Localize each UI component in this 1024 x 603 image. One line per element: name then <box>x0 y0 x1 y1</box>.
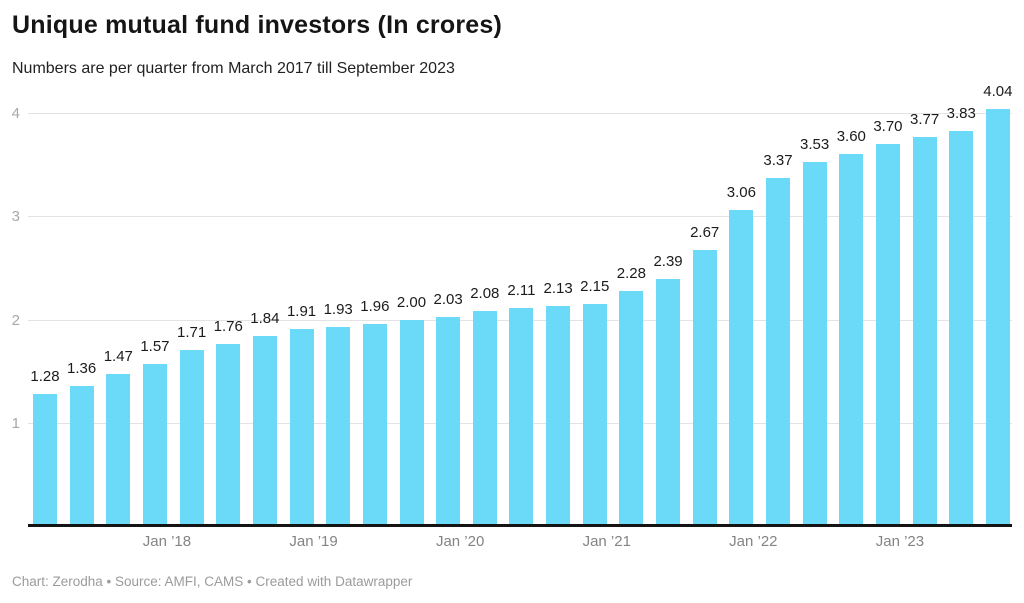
bar-value-label: 3.06 <box>726 184 756 202</box>
bar-value-label: 3.53 <box>800 135 830 153</box>
bar[interactable] <box>69 385 94 526</box>
bar[interactable] <box>179 349 204 526</box>
bar[interactable] <box>509 308 534 526</box>
bar[interactable] <box>839 154 864 526</box>
x-axis-tick-label: Jan ’20 <box>435 533 485 550</box>
bar-value-label: 2.15 <box>580 278 610 296</box>
bar[interactable] <box>729 210 754 526</box>
bar[interactable] <box>985 109 1010 526</box>
bar[interactable] <box>252 336 277 526</box>
bar[interactable] <box>802 161 827 526</box>
bar[interactable] <box>472 311 497 526</box>
bar[interactable] <box>912 136 937 526</box>
bar-value-label: 3.77 <box>909 110 940 128</box>
bar[interactable] <box>289 328 314 526</box>
y-gridline <box>28 216 1012 218</box>
bar-value-label: 1.93 <box>323 300 353 318</box>
bar[interactable] <box>399 319 424 526</box>
x-axis-tick-label: Jan ’19 <box>289 533 338 550</box>
bar[interactable] <box>582 304 607 526</box>
bar-value-label: 1.84 <box>250 310 280 328</box>
bar-value-label: 2.28 <box>616 264 646 282</box>
x-axis-tick-label: Jan ’18 <box>142 533 192 550</box>
bar-value-label: 2.67 <box>690 224 720 242</box>
x-axis-tick-label: Jan ’22 <box>729 533 778 550</box>
y-axis-tick-label: 1 <box>11 414 20 432</box>
bar-value-label: 1.96 <box>360 297 390 315</box>
bar[interactable] <box>656 279 681 526</box>
x-axis-tick-label: Jan ’21 <box>582 533 631 550</box>
bar-value-label: 2.13 <box>543 280 573 298</box>
bar[interactable] <box>436 316 461 526</box>
bar-value-label: 2.00 <box>396 293 427 311</box>
bar[interactable] <box>362 323 387 526</box>
chart-title: Unique mutual fund investors (In crores) <box>12 11 502 39</box>
bar-value-label: 3.60 <box>836 128 866 146</box>
y-gridline <box>28 113 1012 115</box>
bar-value-label: 2.11 <box>507 282 536 300</box>
bar[interactable] <box>875 144 900 526</box>
bar-value-label: 1.57 <box>140 337 170 355</box>
bar-value-label: 1.71 <box>176 323 207 341</box>
bar[interactable] <box>33 393 57 526</box>
bar-value-label: 1.28 <box>30 367 60 385</box>
bar-value-label: 1.36 <box>67 359 97 377</box>
y-axis-tick-label: 3 <box>11 208 20 226</box>
chart-subtitle: Numbers are per quarter from March 2017 … <box>12 60 455 77</box>
bar-value-label: 2.03 <box>433 290 463 308</box>
bar[interactable] <box>216 344 241 526</box>
bar[interactable] <box>106 374 131 526</box>
bar[interactable] <box>692 250 717 526</box>
bar-value-label: 2.08 <box>470 285 500 303</box>
bar[interactable] <box>949 130 974 526</box>
bar-value-label: 3.37 <box>763 152 793 170</box>
bar-value-label: 1.47 <box>103 348 133 366</box>
bar-value-label: 3.70 <box>873 118 903 136</box>
bar[interactable] <box>546 306 571 526</box>
bar[interactable] <box>619 290 644 526</box>
bar[interactable] <box>326 326 351 526</box>
bar-value-label: 3.83 <box>946 104 976 122</box>
y-axis-tick-label: 2 <box>11 311 20 329</box>
x-axis-line <box>28 524 1012 527</box>
bar-value-label: 1.76 <box>213 318 243 336</box>
bar-value-label: 4.04 <box>983 83 1013 101</box>
y-axis-tick-label: 4 <box>11 105 20 123</box>
bar-value-label: 2.39 <box>653 253 683 271</box>
chart-footer-attribution: Chart: Zerodha • Source: AMFI, CAMS • Cr… <box>12 574 413 589</box>
bar[interactable] <box>766 178 790 526</box>
bar-value-label: 1.91 <box>286 302 317 320</box>
bar[interactable] <box>142 363 167 526</box>
x-axis-tick-label: Jan ’23 <box>875 533 925 550</box>
